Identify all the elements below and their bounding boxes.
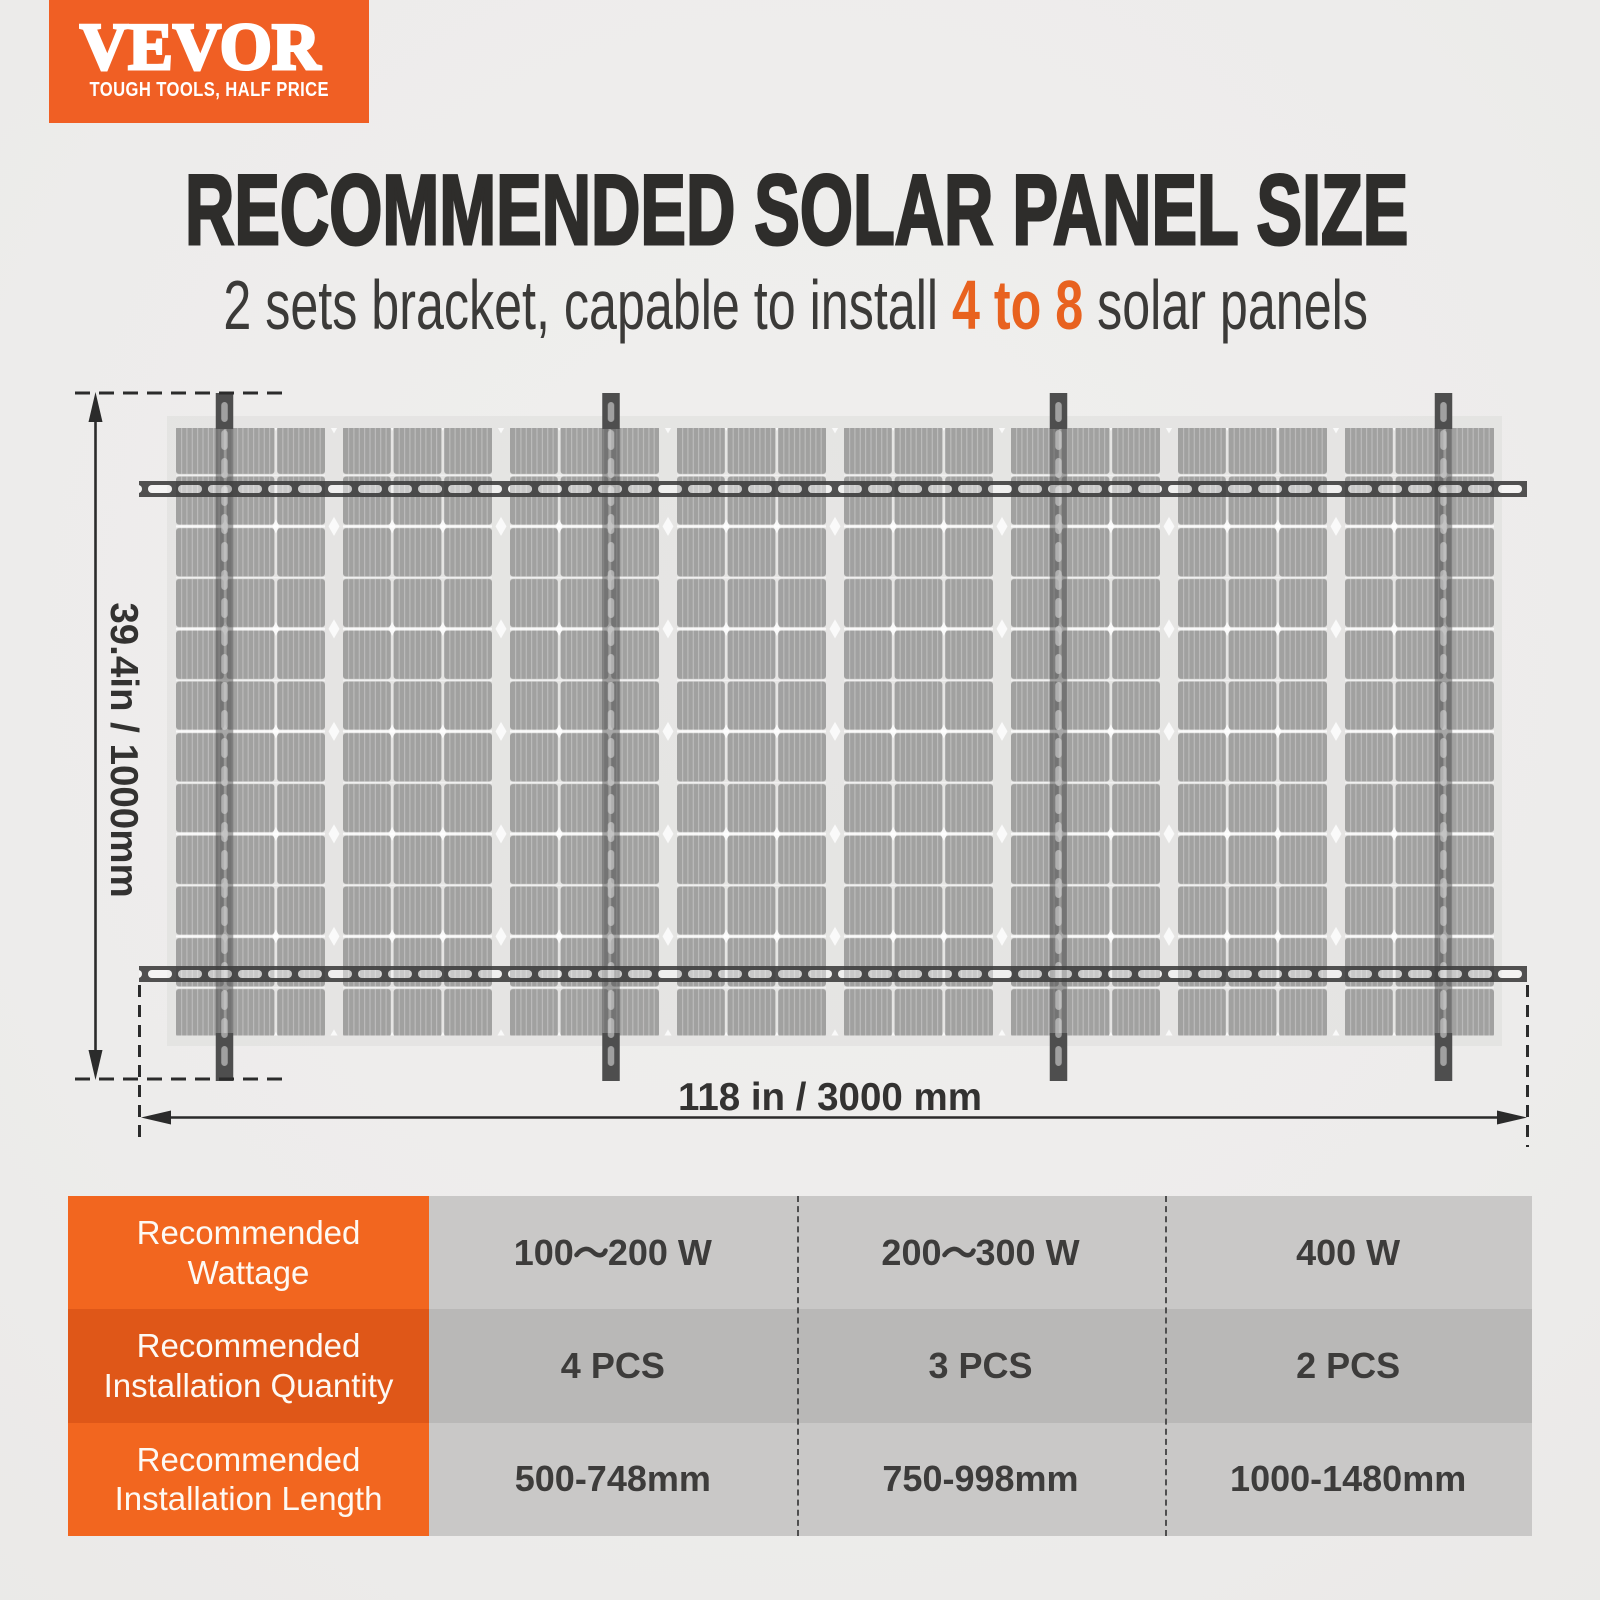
- svg-text:118 in / 3000 mm: 118 in / 3000 mm: [678, 1076, 982, 1119]
- svg-text:39.4in / 1000mm: 39.4in / 1000mm: [102, 602, 145, 897]
